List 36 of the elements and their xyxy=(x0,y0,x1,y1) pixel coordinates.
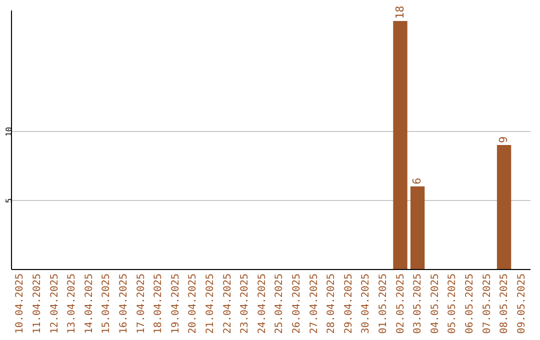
x-tick-label: 10.04.2025 xyxy=(14,274,26,334)
x-tick-label: 23.04.2025 xyxy=(240,274,251,334)
data-label: 6 xyxy=(410,178,424,184)
x-tick-label: 03.05.2025 xyxy=(412,274,424,334)
x-tick-label: 26.04.2025 xyxy=(291,274,302,334)
x-tick-label: 12.04.2025 xyxy=(49,274,60,334)
x-tick-label: 17.04.2025 xyxy=(136,274,147,334)
x-tick-label: 07.05.2025 xyxy=(482,274,493,334)
x-tick-label: 14.04.2025 xyxy=(84,274,95,334)
data-label: 18 xyxy=(393,6,406,20)
x-tick-label: 16.04.2025 xyxy=(118,274,130,334)
x-tick-label: 02.05.2025 xyxy=(395,274,406,334)
x-tick-label: 20.04.2025 xyxy=(188,274,199,334)
x-tick-label: 01.05.2025 xyxy=(378,274,389,334)
x-tick-label: 25.04.2025 xyxy=(274,274,286,334)
data-label: 9 xyxy=(497,136,510,144)
x-tick-label: 28.04.2025 xyxy=(326,274,338,334)
x-tick-label: 06.05.2025 xyxy=(464,274,476,334)
x-tick-label: 22.04.2025 xyxy=(222,274,234,334)
x-tick-label: 08.05.2025 xyxy=(499,274,510,334)
x-tick-label: 05.05.2025 xyxy=(447,274,458,334)
x-tick-label: 19.04.2025 xyxy=(170,274,182,334)
x-tick-label: 18.04.2025 xyxy=(153,274,164,334)
bar xyxy=(393,21,408,269)
x-tick-label: 29.04.2025 xyxy=(343,274,354,334)
bar xyxy=(496,145,512,269)
x-tick-label: 09.05.2025 xyxy=(516,274,528,334)
x-tick-label: 21.04.2025 xyxy=(204,274,216,334)
x-tick-label: 15.04.2025 xyxy=(101,274,112,334)
x-tick-label: 24.04.2025 xyxy=(256,274,268,334)
x-tick-label: 30.04.2025 xyxy=(360,274,372,334)
x-tick-label: 27.04.2025 xyxy=(308,274,320,334)
x-tick-label: 11.04.2025 xyxy=(32,274,43,334)
x-tick-label: 04.05.2025 xyxy=(430,274,441,334)
bar xyxy=(410,186,425,269)
x-tick-label: 13.04.2025 xyxy=(66,274,78,334)
